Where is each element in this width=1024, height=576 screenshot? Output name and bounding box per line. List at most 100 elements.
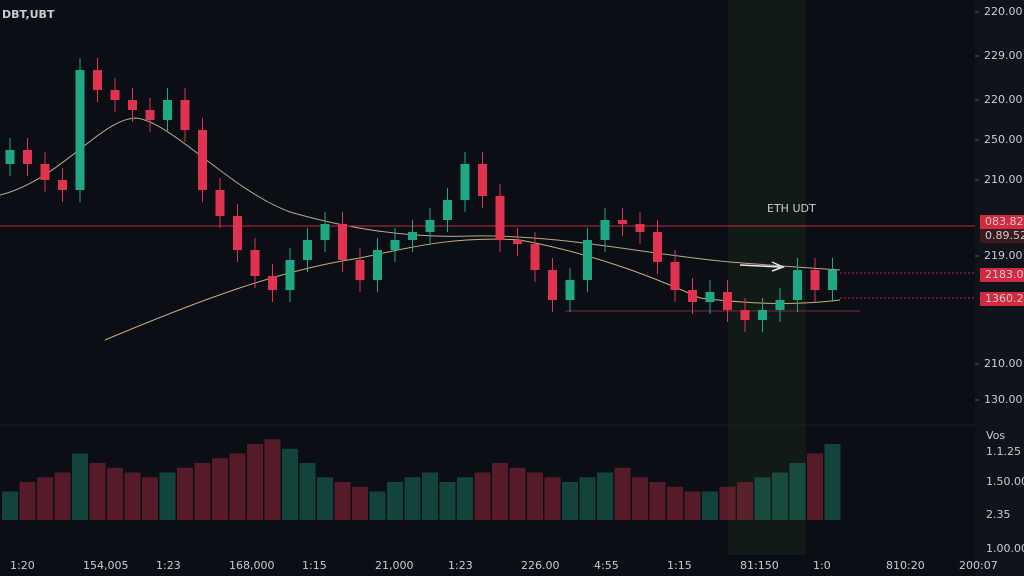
- candle-body: [268, 276, 277, 290]
- x-tick-label: 4:55: [594, 559, 619, 572]
- volume-bar: [772, 472, 788, 520]
- price-tag-label: 0.89.52: [985, 229, 1024, 242]
- volume-bar: [369, 491, 386, 520]
- volume-bar: [509, 467, 526, 520]
- x-tick-label: 168,000: [229, 559, 275, 572]
- volume-bar: [107, 467, 123, 520]
- volume-bar: [579, 477, 596, 520]
- price-tag-label: 083.820: [985, 215, 1024, 228]
- volume-bar: [597, 472, 613, 520]
- volume-axis-label: 1.1.25: [986, 445, 1021, 458]
- y-tick-label: 210.00: [984, 173, 1023, 186]
- x-tick-label: 1:20: [10, 559, 35, 572]
- candle-body: [723, 292, 732, 310]
- candle-body: [583, 240, 592, 280]
- volume-bar: [264, 439, 281, 520]
- candle-body: [793, 270, 802, 300]
- price-tag: [980, 268, 1024, 282]
- candle-body: [390, 240, 400, 250]
- candle-body: [5, 150, 15, 164]
- price-tag-label: 1360.25: [985, 292, 1024, 305]
- price-tag: [980, 215, 1024, 229]
- y-tick-label: 219.00: [984, 249, 1023, 262]
- volume-bar: [632, 477, 648, 520]
- y-tick-label: 250.00: [984, 133, 1023, 146]
- volume-bar: [89, 463, 106, 520]
- volume-bar: [807, 453, 823, 520]
- candle-body: [705, 292, 715, 302]
- volume-bar: [789, 463, 806, 520]
- volume-bar: [54, 472, 71, 520]
- candle-body: [93, 70, 102, 90]
- volume-axis-label: Vos: [986, 429, 1005, 442]
- candle-body: [338, 224, 347, 260]
- price-axis-panel: [975, 0, 1024, 576]
- volume-bar: [719, 486, 736, 520]
- candle-body: [180, 100, 190, 130]
- volume-bar: [72, 453, 88, 520]
- candle-body: [653, 232, 662, 262]
- volume-bar: [702, 491, 718, 520]
- candle-body: [513, 240, 522, 244]
- candle-body: [670, 262, 680, 290]
- x-tick-label: 200:07: [959, 559, 998, 572]
- candle-body: [233, 216, 242, 250]
- arrow: [739, 261, 785, 272]
- candle-body: [58, 180, 67, 190]
- candle-body: [215, 190, 225, 216]
- volume-bar: [142, 477, 158, 520]
- volume-bar: [544, 477, 561, 520]
- volume-bar: [737, 482, 753, 520]
- x-tick-label: 226.00: [521, 559, 560, 572]
- chart-title: DBT,UBT: [2, 8, 55, 21]
- x-tick-label: 1:23: [448, 559, 473, 572]
- candle-body: [373, 250, 382, 280]
- x-tick-label: 1:23: [156, 559, 181, 572]
- volume-bar: [159, 472, 176, 520]
- candle-body: [40, 164, 50, 180]
- volume-axis-label: 1.00.00: [986, 542, 1024, 555]
- volume-bar: [754, 477, 771, 520]
- volume-axis-label: 1.50.00: [986, 475, 1024, 488]
- candle-body: [443, 200, 452, 220]
- volume-bar: [352, 486, 368, 520]
- candle-body: [250, 250, 260, 276]
- x-tick-label: 1:15: [302, 559, 327, 572]
- volume-bar: [247, 444, 263, 520]
- candle-body: [110, 90, 120, 100]
- x-tick-label: 81:150: [740, 559, 779, 572]
- volume-bar: [334, 482, 351, 520]
- volume-bar: [439, 482, 456, 520]
- volume-bar: [37, 477, 53, 520]
- candle-body: [75, 70, 85, 190]
- x-tick-label: 154,005: [83, 559, 129, 572]
- volume-bar: [649, 482, 666, 520]
- volume-bar: [212, 458, 228, 520]
- candle-body: [548, 270, 557, 300]
- volume-bar: [177, 467, 193, 520]
- candle-body: [355, 260, 365, 280]
- y-tick-label: 229.00: [984, 49, 1023, 62]
- volume-axis-label: 2.35: [986, 508, 1011, 521]
- candle-body: [530, 244, 540, 270]
- candle-body: [828, 270, 837, 290]
- volume-bar: [527, 472, 543, 520]
- x-tick-label: 1:15: [667, 559, 692, 572]
- x-tick-label: 1:0: [813, 559, 831, 572]
- volume-bar: [404, 477, 421, 520]
- candle-body: [163, 100, 172, 120]
- candle-body: [495, 196, 505, 240]
- volume-bar: [684, 491, 701, 520]
- y-tick-label: 210.00: [984, 357, 1023, 370]
- candle-body: [128, 100, 137, 110]
- price-tag: [980, 229, 1024, 243]
- volume-bar: [824, 444, 841, 520]
- candle-body: [600, 220, 610, 240]
- candle-body: [320, 224, 330, 240]
- volume-bar: [124, 472, 141, 520]
- volume-bar: [667, 486, 683, 520]
- candle-body: [285, 260, 295, 290]
- candle-body: [618, 220, 627, 224]
- candle-body: [740, 310, 750, 320]
